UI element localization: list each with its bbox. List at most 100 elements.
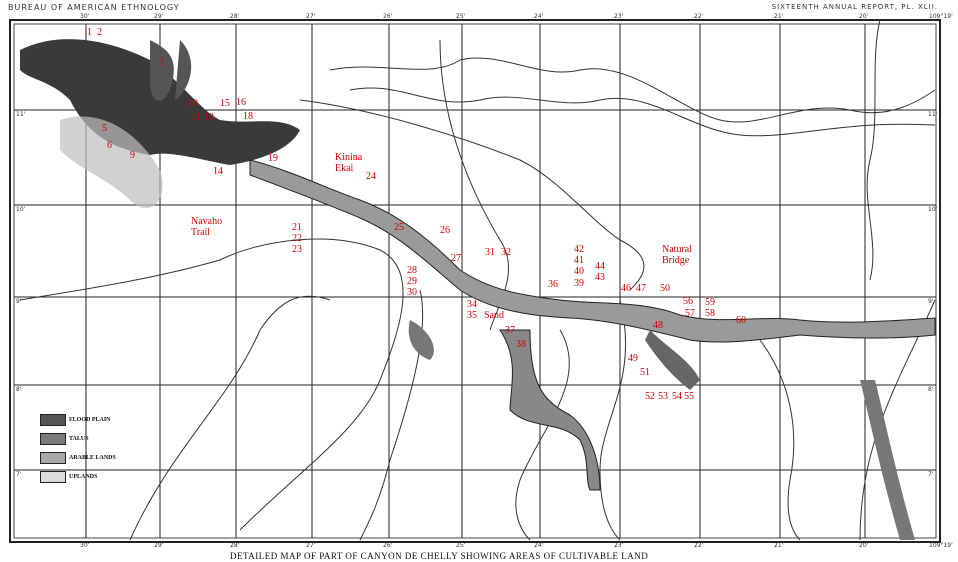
graticule	[14, 24, 936, 538]
tick-label-left: 8'	[16, 386, 22, 393]
site-number-label: 31	[485, 247, 495, 258]
site-number-label: 27	[451, 253, 461, 264]
legend-swatch	[40, 470, 66, 483]
site-number-label: 43	[595, 272, 605, 283]
tick-label-bottom: 28'	[230, 542, 240, 549]
legend: FLOOD PLAIN TALUS ARABLE LANDS UPLANDS	[40, 410, 116, 486]
site-number-label: 25	[394, 222, 404, 233]
arable-land-area	[249, 159, 936, 343]
tick-label-right: 8'	[928, 386, 934, 393]
legend-swatch	[40, 451, 66, 464]
site-number-label: 24	[366, 171, 376, 182]
tick-label-left: 9'	[16, 298, 22, 305]
site-number-label: 51	[640, 367, 650, 378]
map-inner-frame	[13, 23, 937, 539]
legend-item: UPLANDS	[40, 467, 116, 486]
site-number-label: 40	[574, 266, 584, 277]
site-number-label: 35	[467, 310, 477, 321]
site-number-label: 6	[107, 140, 112, 151]
site-number-label: 55	[684, 391, 694, 402]
site-number-label: 50	[660, 283, 670, 294]
tick-label-top: 23'	[614, 13, 624, 20]
site-number-label: 60	[736, 315, 746, 326]
tick-label-bottom: 24'	[534, 542, 544, 549]
place-navaho-trail: Navaho Trail	[191, 216, 223, 238]
flood-plain-area	[20, 39, 300, 166]
tick-label-bottom: 109°19'	[929, 542, 953, 549]
tick-label-top: 109°19'	[929, 13, 953, 20]
site-number-label: 2	[97, 27, 102, 38]
tick-label-top: 30'	[80, 13, 90, 20]
tick-label-left: 11'	[16, 111, 26, 118]
legend-item: TALUS	[40, 429, 116, 448]
site-number-label: 47	[636, 283, 646, 294]
site-number-label: 54	[672, 391, 682, 402]
tick-label-bottom: 29'	[154, 542, 164, 549]
site-number-label: 38	[516, 339, 526, 350]
tick-label-bottom: 30'	[80, 542, 90, 549]
site-number-label: 46	[621, 283, 631, 294]
site-number-label: 29	[407, 276, 417, 287]
site-number-label: 14	[213, 166, 223, 177]
legend-label: ARABLE LANDS	[69, 454, 116, 461]
site-number-label: 13	[204, 112, 214, 123]
tick-label-top: 26'	[383, 13, 393, 20]
site-number-label: 16	[236, 97, 246, 108]
tick-label-bottom: 23'	[614, 542, 624, 549]
legend-swatch	[40, 432, 66, 445]
uplands-area	[60, 116, 163, 209]
map-frame	[9, 19, 941, 543]
tick-label-top: 22'	[694, 13, 704, 20]
tick-label-bottom: 20'	[859, 542, 869, 549]
legend-label: TALUS	[69, 435, 89, 442]
site-number-label: 10	[188, 98, 198, 109]
talus-area	[150, 40, 192, 101]
site-number-label: 3	[159, 57, 164, 68]
site-number-label: 23	[292, 244, 302, 255]
tick-label-bottom: 26'	[383, 542, 393, 549]
site-number-label: 49	[628, 353, 638, 364]
site-number-label: 21	[292, 222, 302, 233]
tick-label-right: 11'	[928, 111, 938, 118]
tick-label-top: 27'	[306, 13, 316, 20]
site-number-label: 5	[102, 123, 107, 134]
place-sand: Sand	[484, 310, 504, 321]
site-number-label: 39	[574, 278, 584, 289]
site-number-label: 58	[705, 308, 715, 319]
tick-label-top: 21'	[774, 13, 784, 20]
site-number-label: 1	[87, 27, 92, 38]
side-canyon	[408, 320, 434, 360]
site-number-label: 42	[574, 244, 584, 255]
tick-label-left: 7'	[16, 471, 22, 478]
legend-label: UPLANDS	[69, 473, 98, 480]
tick-label-right: 9'	[928, 298, 934, 305]
site-number-label: 32	[501, 247, 511, 258]
site-number-label: 56	[683, 296, 693, 307]
tick-label-right: 7'	[928, 471, 934, 478]
natural-bridge-area	[645, 330, 700, 390]
place-natural-bridge: Natural Bridge	[662, 244, 692, 266]
map-title: DETAILED MAP OF PART OF CANYON DE CHELLY…	[230, 551, 649, 561]
site-number-label: 19	[268, 153, 278, 164]
tick-label-left: 10'	[16, 206, 26, 213]
header-publisher: BUREAU OF AMERICAN ETHNOLOGY	[8, 3, 180, 12]
legend-swatch	[40, 413, 66, 426]
site-number-label: 34	[467, 299, 477, 310]
canyon-de-chelly	[20, 39, 936, 540]
tick-label-top: 24'	[534, 13, 544, 20]
tick-label-bottom: 22'	[694, 542, 704, 549]
site-number-label: 57	[685, 308, 695, 319]
tick-label-top: 28'	[230, 13, 240, 20]
tick-label-bottom: 21'	[774, 542, 784, 549]
legend-item: ARABLE LANDS	[40, 448, 116, 467]
site-number-label: 36	[548, 279, 558, 290]
tick-label-top: 20'	[859, 13, 869, 20]
site-number-label: 41	[574, 255, 584, 266]
site-number-label: 15	[220, 98, 230, 109]
place-kinina-ekai: Kinina Ekai	[335, 152, 363, 174]
site-number-label: 26	[440, 225, 450, 236]
site-number-label: 11	[191, 112, 201, 123]
site-number-label: 48	[653, 320, 663, 331]
tick-label-bottom: 25'	[456, 542, 466, 549]
